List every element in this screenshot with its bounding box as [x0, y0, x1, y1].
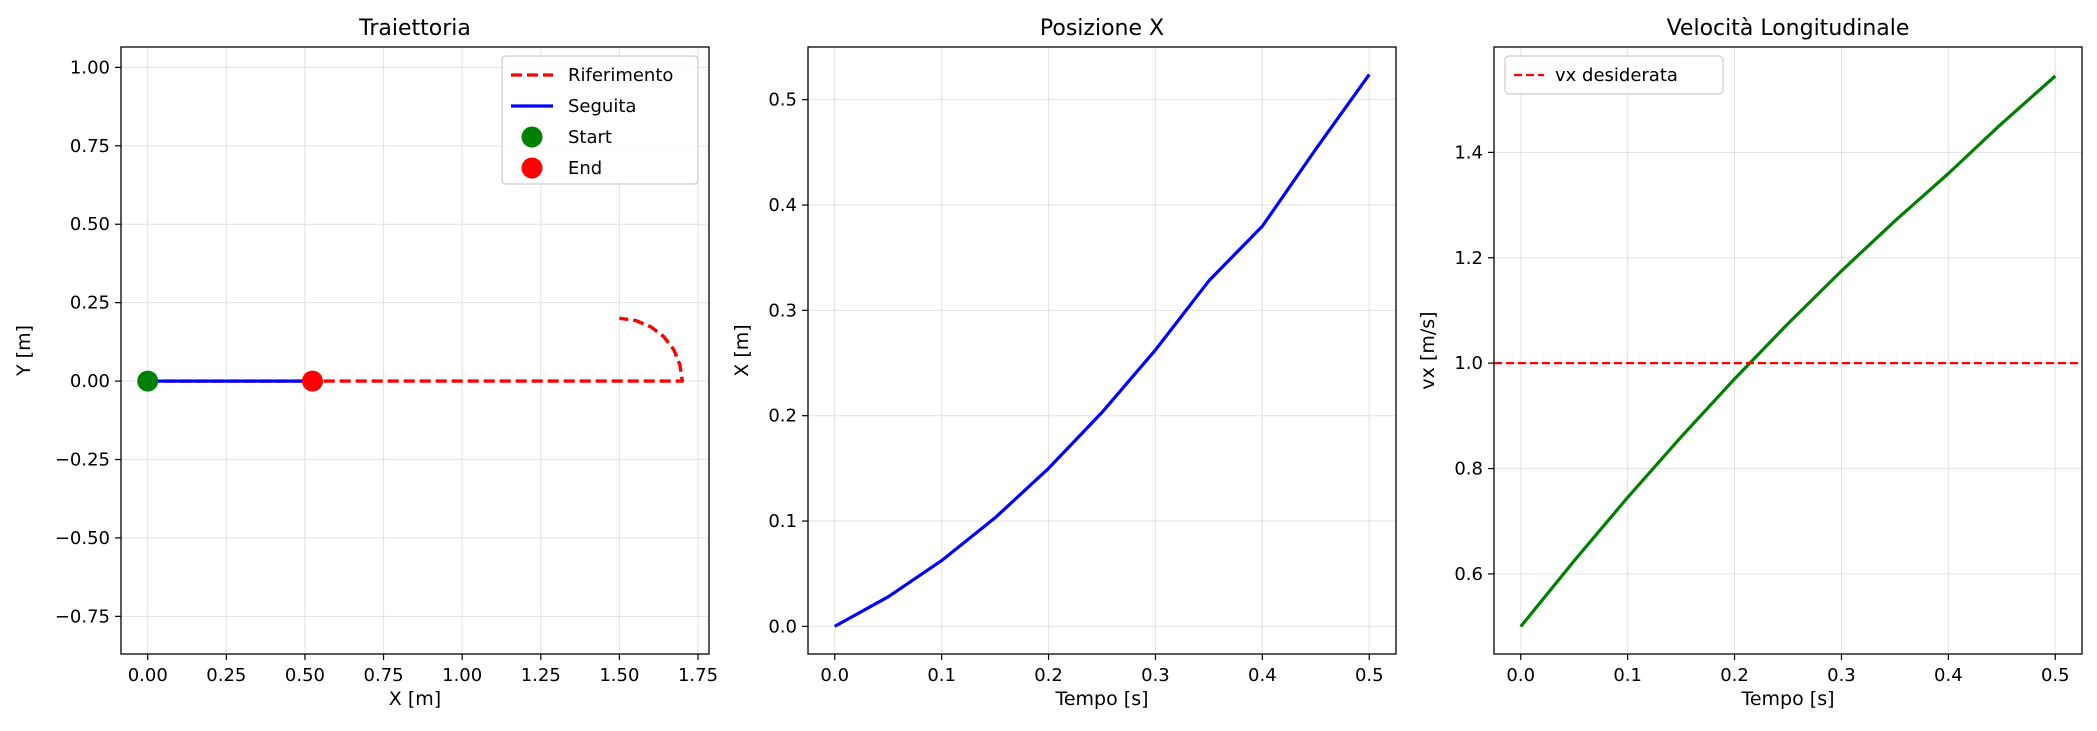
chart-title: Posizione X [1040, 16, 1164, 41]
y-axis-label: X [m] [731, 324, 753, 376]
x-tick-label: 0.50 [285, 665, 325, 686]
y-tick-label: −0.75 [55, 606, 110, 627]
axes-frame [807, 46, 1397, 655]
y-tick-label: 0.00 [70, 371, 110, 392]
x-tick-label: 1.75 [678, 665, 718, 686]
chart-title: Velocità Longitudinale [1667, 16, 1910, 41]
legend-box [501, 55, 699, 185]
y-tick-label: 0.75 [70, 136, 110, 157]
x-tick-label: 0.1 [1613, 665, 1642, 686]
x-axis-label: Tempo [s] [1054, 688, 1148, 710]
marker-end [301, 370, 323, 392]
y-tick-label: −0.25 [55, 450, 110, 471]
legend-marker-end [521, 157, 543, 179]
x-tick-label: 0.0 [820, 665, 849, 686]
y-tick-label: 0.2 [768, 406, 797, 427]
y-tick-label: 1.00 [70, 57, 110, 78]
y-tick-label: 0.3 [768, 300, 797, 321]
x-tick-label: 0.5 [1355, 665, 1384, 686]
legend-label-vx-desiderata: vx desiderata [1555, 65, 1678, 86]
chart-3: 0.0 0.1 0.2 0.3 0.4 0.5 0.6 0.8 1.0 1.2 1.4 Velocit… [1417, 16, 2083, 710]
series-line-series-1 [1519, 74, 2057, 628]
legend: Riferimento Seguita Start End [501, 55, 699, 185]
y-tick-label: 0.0 [768, 616, 797, 637]
legend-box [1504, 55, 1724, 95]
x-axis-label: X [m] [389, 688, 441, 710]
x-tick-label: 0.5 [2041, 665, 2070, 686]
y-tick-label: −0.50 [55, 528, 110, 549]
x-tick-label: 1.00 [442, 665, 482, 686]
y-tick-label: 0.6 [1454, 564, 1483, 585]
axes-frame [1493, 46, 2083, 655]
chart-title: Traiettoria [358, 16, 471, 41]
legend-label-start: Start [568, 127, 612, 148]
legend-label-riferimento: Riferimento [568, 65, 673, 86]
y-tick-label: 0.4 [768, 195, 797, 216]
axes-frame [120, 46, 710, 655]
x-tick-label: 0.1 [927, 665, 956, 686]
x-tick-label: 0.3 [1141, 665, 1170, 686]
series-line-series-1 [833, 73, 1371, 628]
y-tick-label: 1.0 [1454, 353, 1483, 374]
y-tick-label: 0.5 [768, 90, 797, 111]
plot-area [147, 316, 684, 383]
chart-2: 0.0 0.1 0.2 0.3 0.4 0.5 0.0 0.1 0.2 0.3 0.4 0.5 Posi… [731, 16, 1397, 710]
marker-start [137, 370, 159, 392]
plot-area [833, 73, 1371, 628]
x-tick-label: 0.4 [1934, 665, 1963, 686]
y-tick-label: 0.1 [768, 511, 797, 532]
plot-area [1494, 74, 2082, 628]
legend-marker-start [521, 126, 543, 148]
x-tick-label: 0.25 [206, 665, 246, 686]
x-axis-label: Tempo [s] [1740, 688, 1834, 710]
y-axis-label: vx [m/s] [1417, 311, 1439, 389]
legend: vx desiderata [1504, 55, 1724, 95]
series-line-riferimento [147, 316, 684, 383]
x-tick-label: 1.25 [521, 665, 561, 686]
x-tick-label: 0.00 [128, 665, 168, 686]
x-tick-label: 0.2 [1034, 665, 1063, 686]
x-tick-label: 0.75 [364, 665, 404, 686]
x-tick-label: 0.0 [1506, 665, 1535, 686]
x-tick-label: 1.50 [599, 665, 639, 686]
legend-label-seguita: Seguita [568, 96, 636, 117]
y-tick-label: 0.25 [70, 293, 110, 314]
y-tick-label: 0.50 [70, 214, 110, 235]
x-tick-label: 0.3 [1827, 665, 1856, 686]
y-tick-label: 0.8 [1454, 459, 1483, 480]
chart-1: 0.00 0.25 0.50 0.75 1.00 1.25 1.50 1.75 −0.75 −0.… [13, 16, 718, 710]
y-axis-label: Y [m] [13, 325, 35, 377]
x-tick-label: 0.2 [1720, 665, 1749, 686]
legend-label-end: End [568, 158, 602, 179]
x-tick-label: 0.4 [1248, 665, 1277, 686]
y-tick-label: 1.2 [1454, 248, 1483, 269]
y-tick-label: 1.4 [1454, 142, 1483, 163]
